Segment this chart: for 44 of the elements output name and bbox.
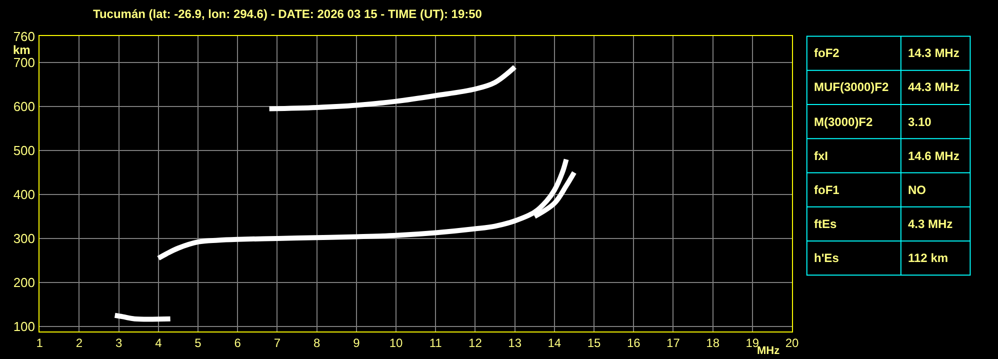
x-tick-label: 2 [76,336,83,350]
x-tick-label: 8 [313,336,320,350]
category-label: fxI [814,149,828,163]
x-tick-label: 10 [389,336,404,350]
y-tick-label: 700 [13,55,36,70]
x-tick-label: 16 [626,336,641,350]
x-tick-label: 12 [468,336,482,350]
text: 3.10 [908,115,932,129]
x-tick-label: 17 [666,336,680,350]
category-label: foF1 [814,183,840,197]
x-tick-label: 14 [548,336,562,350]
x-tick-label: 7 [274,336,281,350]
x-tick-label: 20 [785,336,800,350]
text: 44.3 MHz [908,80,960,94]
y-tick-label: 300 [13,231,36,246]
text: NO [908,183,926,197]
text: 14.6 MHz [908,149,960,163]
x-tick-label: 6 [234,336,242,350]
y-tick-label: 760 [13,28,36,44]
y-tick-label: 100 [13,318,36,334]
category-label: h'Es [814,251,840,265]
x-tick-label: 13 [508,336,522,350]
y-tick-label: 600 [13,99,36,114]
chart-title: Tucumán (lat: -26.9, lon: 294.6) - DATE: 2026 03 15 - TIME (UT): 19:50 [93,7,482,21]
x-tick-label: 3 [115,336,122,350]
x-tick-label: 18 [706,336,720,350]
x-tick-label: 11 [429,336,442,350]
category-label: ftEs [814,217,837,231]
x-tick-label: 4 [155,336,162,350]
y-tick-label: 500 [13,143,36,158]
category-label: M(3000)F2 [814,115,874,129]
x-tick-label: 15 [587,336,602,350]
text: 4.3 MHz [908,217,953,231]
x-axis-title: MHz [757,345,780,357]
y-axis-title: km [13,43,30,57]
x-tick-label: 5 [194,336,202,350]
y-tick-label: 200 [13,274,36,290]
text: 112 km [908,251,948,265]
category-label: foF2 [814,46,840,60]
x-tick-label: 1 [36,336,44,350]
category-label: MUF(3000)F2 [814,80,890,94]
text: 14.3 MHz [908,46,960,60]
x-tick-label: 9 [353,336,360,350]
y-tick-label: 400 [13,187,36,202]
